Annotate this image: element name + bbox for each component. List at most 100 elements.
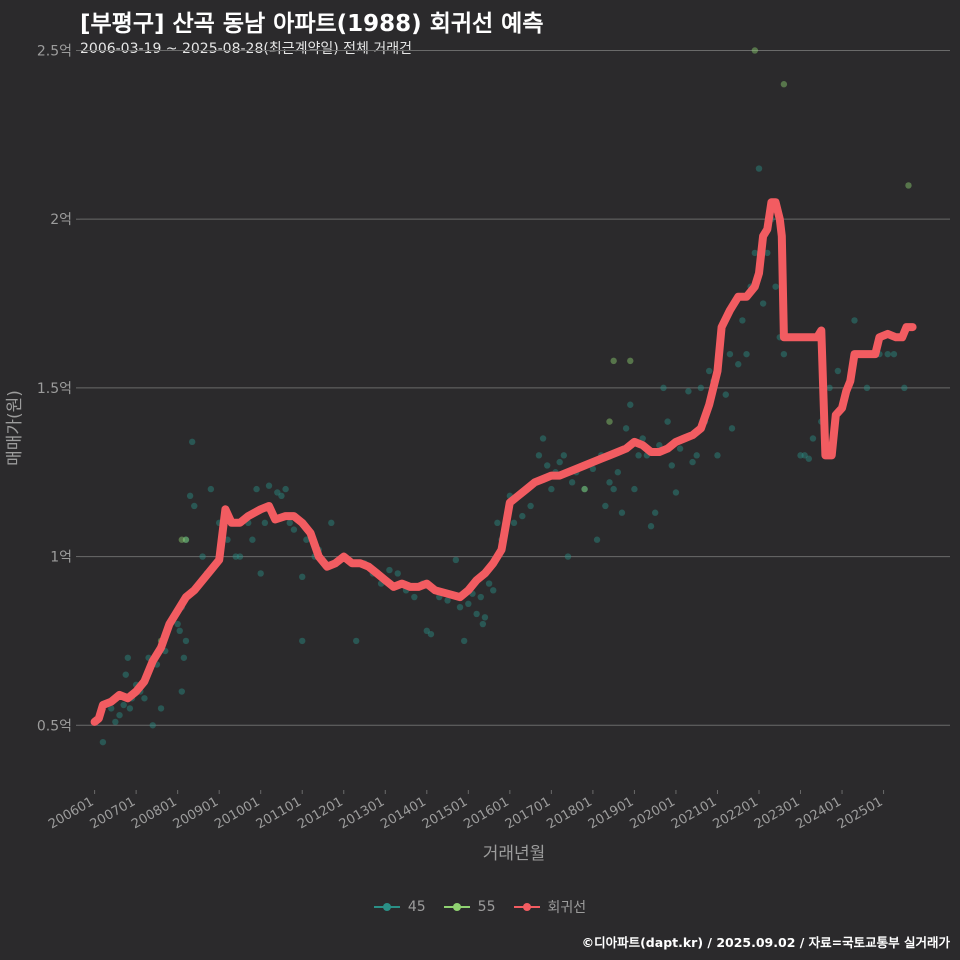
point-45: [735, 361, 742, 368]
point-45: [299, 637, 306, 645]
point-45: [199, 553, 206, 560]
point-45: [693, 452, 700, 459]
point-45: [535, 452, 543, 459]
point-55: [606, 418, 613, 425]
point-45: [809, 435, 817, 442]
point-45: [122, 671, 129, 678]
point-45: [188, 438, 196, 446]
point-45: [589, 465, 597, 473]
y-tick-label: 2.5억: [37, 43, 72, 59]
point-45: [99, 738, 107, 746]
legend-label-55: 55: [477, 899, 496, 915]
point-45: [622, 425, 630, 432]
x-tick-label: 201401: [378, 794, 428, 832]
y-tick-label: 2억: [50, 212, 72, 228]
point-45: [427, 630, 435, 638]
y-tick-labels: 0.5억 1억 1.5억 2억 2.5억: [37, 43, 72, 734]
point-45: [660, 384, 667, 392]
point-45: [186, 492, 194, 500]
point-45: [108, 705, 115, 712]
point-45: [863, 384, 871, 392]
x-tick-label: 202201: [711, 794, 761, 832]
x-tick-labels: 2006012007012008012009012010012011012012…: [46, 794, 885, 832]
legend-key-45: [373, 900, 400, 914]
point-45: [672, 489, 680, 496]
point-45: [593, 536, 601, 543]
point-45: [755, 165, 763, 172]
point-45: [627, 401, 634, 408]
legend-item-45[interactable]: 45: [373, 897, 426, 917]
point-45: [759, 300, 767, 307]
point-55: [627, 357, 634, 365]
legend-label-45: 45: [407, 899, 426, 915]
x-tick-label: 201901: [586, 794, 636, 832]
y-tick-label: 1.5억: [37, 381, 72, 397]
y-tick-label: 1억: [50, 550, 72, 566]
point-45: [265, 482, 273, 489]
point-55: [780, 81, 788, 88]
point-45: [631, 485, 638, 493]
point-45: [826, 384, 833, 392]
point-45: [602, 502, 609, 510]
x-tick-label: 201601: [461, 794, 511, 832]
point-55: [178, 536, 186, 543]
point-45: [635, 452, 642, 459]
point-55: [182, 536, 190, 543]
point-45: [286, 519, 293, 527]
point-45: [705, 367, 713, 375]
point-45: [299, 573, 306, 581]
point-45: [834, 367, 842, 375]
point-45: [112, 718, 119, 726]
legend-item-regression[interactable]: 회귀선: [513, 897, 586, 917]
point-45: [249, 536, 256, 543]
point-45: [232, 553, 239, 560]
point-45: [728, 425, 736, 432]
point-45: [714, 452, 721, 459]
point-45: [614, 469, 622, 476]
point-45: [411, 593, 418, 601]
point-45: [606, 479, 613, 486]
chart-subtitle: 2006-03-19 ~ 2025-08-28(최근계약일) 전체 거래건: [80, 41, 412, 57]
legend-item-55[interactable]: 55: [443, 897, 496, 917]
x-tick-label: 200601: [46, 794, 96, 832]
chart-legend: 45 55 회귀선: [0, 897, 960, 917]
point-45: [176, 627, 183, 634]
point-45: [564, 553, 572, 560]
point-45: [191, 502, 198, 510]
point-45: [460, 637, 468, 645]
point-45: [386, 566, 393, 574]
point-45: [477, 593, 484, 601]
point-45: [456, 603, 464, 611]
point-45: [257, 570, 264, 577]
point-45: [639, 435, 646, 442]
point-45: [473, 610, 480, 618]
point-45: [743, 350, 750, 358]
x-tick-label: 202001: [627, 794, 677, 832]
point-45: [485, 580, 493, 587]
regression-line-group: [90, 198, 917, 726]
point-45: [328, 519, 335, 527]
grid-lines: [76, 49, 950, 794]
point-45: [444, 597, 451, 604]
x-tick-label: 200701: [88, 794, 138, 832]
point-45: [656, 442, 663, 449]
point-45: [884, 350, 891, 358]
point-45: [274, 489, 281, 496]
scatter-points: [95, 47, 912, 746]
point-45: [465, 600, 472, 608]
point-45: [394, 570, 401, 577]
point-45: [685, 388, 692, 395]
point-45: [207, 485, 215, 493]
point-45: [722, 391, 729, 398]
point-45: [560, 452, 568, 459]
point-45: [290, 526, 298, 533]
point-45: [510, 519, 518, 527]
legend-key-regression: [513, 900, 540, 914]
point-45: [174, 620, 181, 628]
point-45: [282, 485, 289, 493]
chart-title: [부평구] 산곡 동남 아파트(1988) 회귀선 예측: [80, 11, 544, 37]
point-45: [805, 455, 813, 462]
point-45: [423, 627, 430, 634]
source-caption: ©디아파트(dapt.kr) / 2025.09.02 / 자료=국토교통부 실…: [581, 935, 950, 950]
point-45: [581, 485, 588, 493]
